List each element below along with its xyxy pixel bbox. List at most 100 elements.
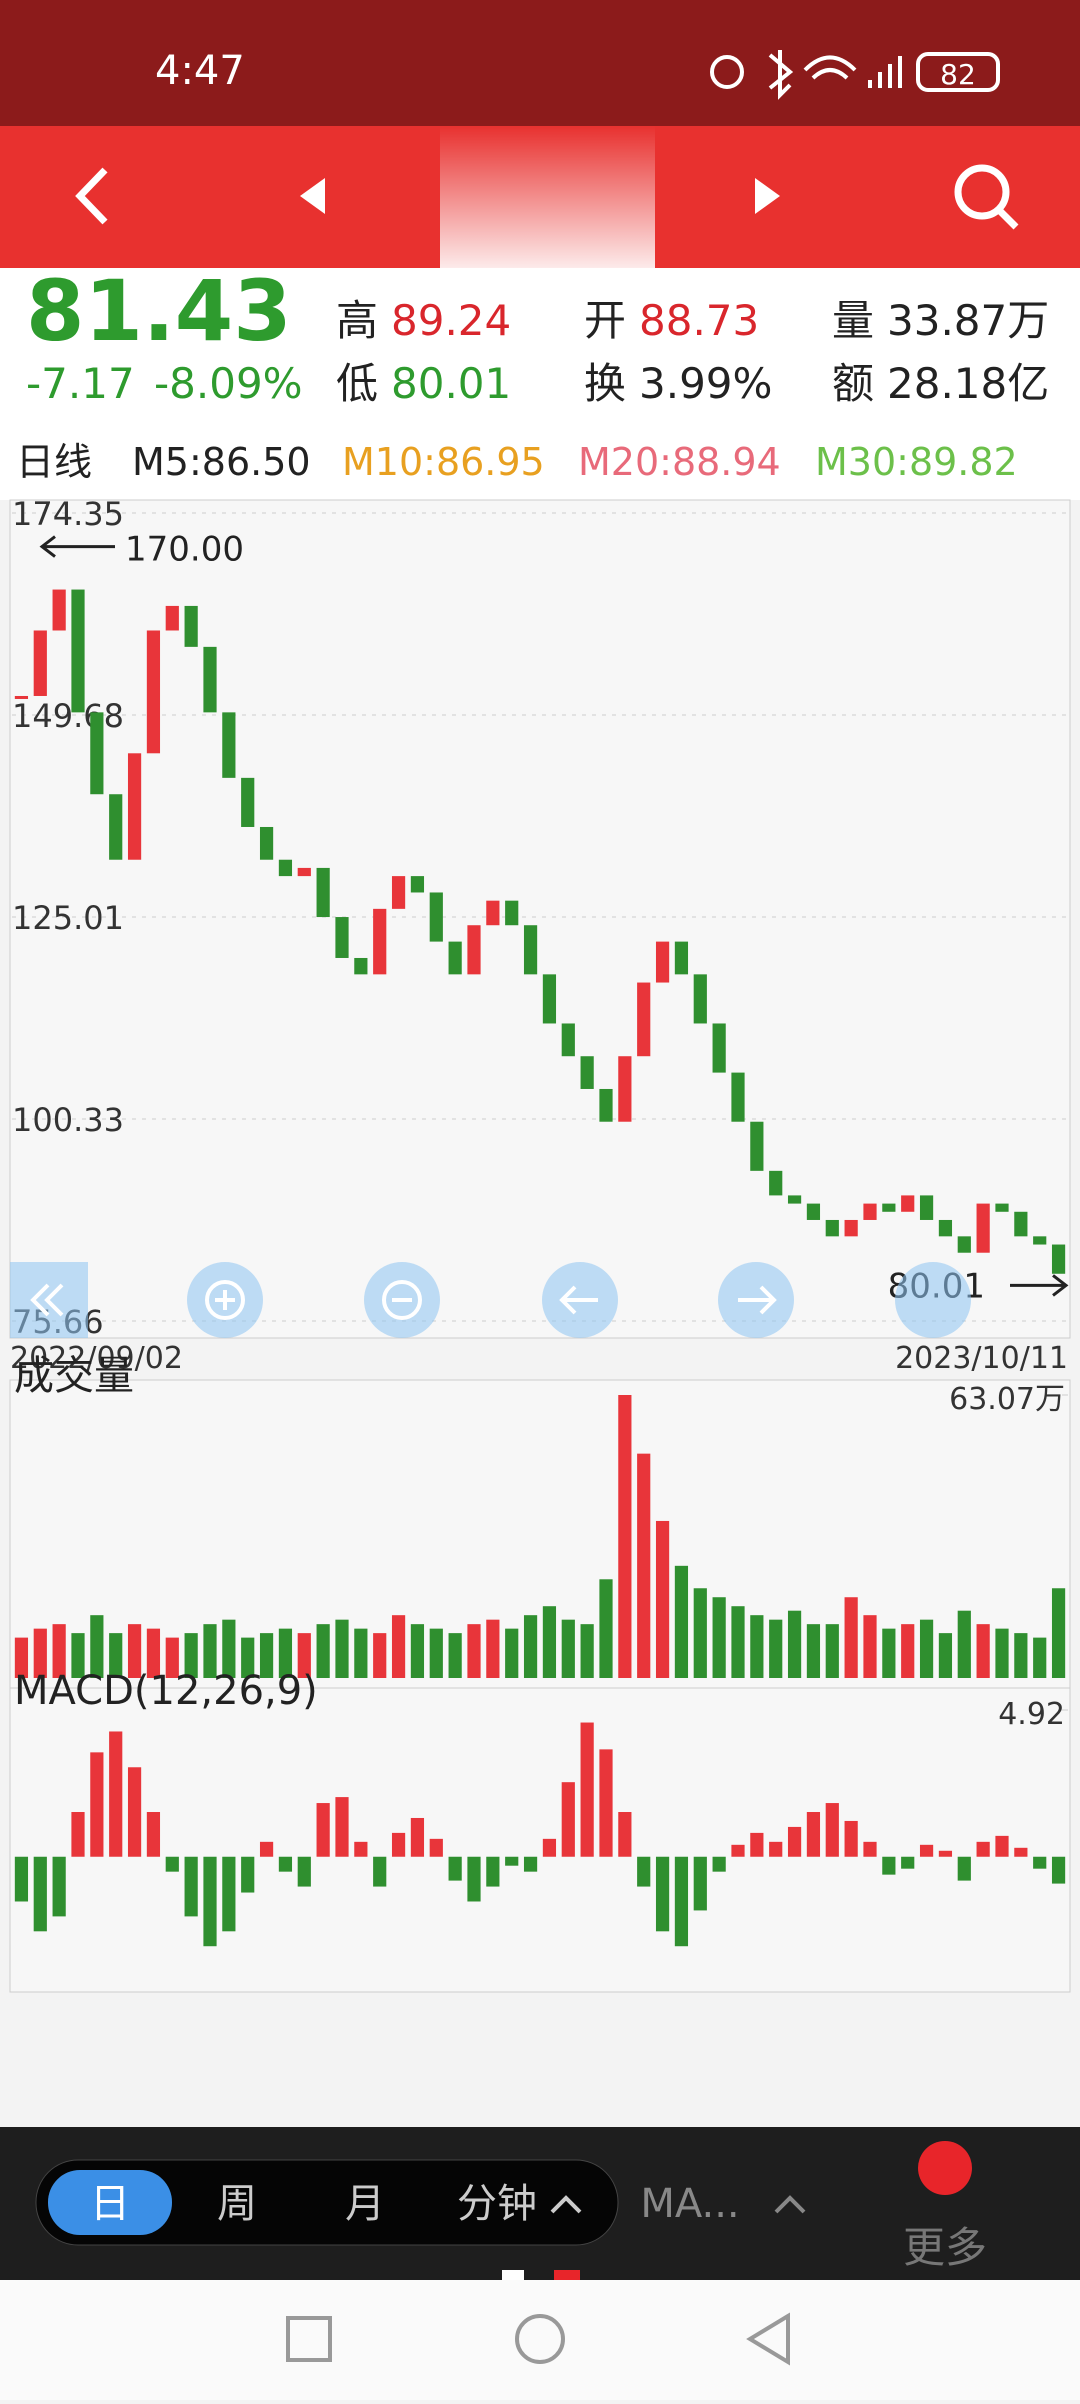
period-tab[interactable]: 周 <box>217 2181 257 2227</box>
volume-bar <box>259 1633 274 1678</box>
candle <box>561 1023 575 1057</box>
macd-bar <box>769 1841 783 1857</box>
macd-bar <box>391 1832 406 1857</box>
candle <box>769 1170 783 1196</box>
candle <box>146 630 161 754</box>
period-tab[interactable]: 分钟 <box>457 2181 537 2227</box>
field-label: 换 <box>584 359 626 408</box>
dropdown-caret <box>550 2195 582 2214</box>
volume-bar <box>1051 1588 1066 1678</box>
search-button[interactable] <box>954 164 1019 230</box>
volume-bar <box>901 1624 915 1678</box>
candle <box>618 1056 632 1122</box>
next-stock[interactable] <box>755 178 780 214</box>
volume-bar <box>467 1624 481 1678</box>
macd-bar <box>354 1841 368 1857</box>
nav-home[interactable] <box>515 2314 565 2364</box>
volume-bar <box>542 1606 557 1678</box>
page-indicator-active <box>554 2270 580 2280</box>
nav-buttons <box>286 2312 790 2366</box>
volume-bar <box>561 1619 575 1678</box>
volume-bar <box>90 1615 104 1678</box>
macd-bar <box>259 1841 274 1857</box>
reset[interactable] <box>895 1262 971 1338</box>
macd-bar <box>90 1752 104 1857</box>
candle <box>863 1203 877 1220</box>
toolbar-icons <box>30 1280 777 1320</box>
macd-bar <box>976 1841 990 1857</box>
candle <box>995 1203 1009 1212</box>
y-tick-label: 4.92 <box>998 1697 1065 1732</box>
macd-bar <box>750 1832 764 1857</box>
candle <box>844 1219 858 1237</box>
volume-bar <box>618 1395 632 1678</box>
macd-bar <box>599 1749 613 1857</box>
macd-bar <box>71 1812 85 1857</box>
macd-bar <box>674 1856 689 1947</box>
macd-bar <box>335 1797 349 1857</box>
candle <box>184 605 198 647</box>
volume-bar <box>373 1633 387 1678</box>
time: 4:47 <box>155 48 245 94</box>
field-value: 88.73 <box>639 296 759 345</box>
macd-bar <box>919 1844 934 1857</box>
macd-bar <box>787 1826 802 1857</box>
volume-bar <box>599 1579 613 1678</box>
candle <box>90 712 104 795</box>
candle <box>410 876 425 893</box>
candle <box>467 925 481 975</box>
more-button[interactable]: 更多 <box>903 2223 987 2272</box>
volume-bar <box>297 1633 311 1678</box>
nav-bar <box>0 2280 1080 2400</box>
status-icons <box>710 50 1000 100</box>
macd-bar <box>278 1856 293 1872</box>
change: -7.17 <box>26 359 135 408</box>
candle <box>674 941 689 975</box>
candle <box>1051 1244 1066 1274</box>
nav-back[interactable] <box>746 2312 790 2366</box>
field-value: 33.87万 <box>887 296 1049 345</box>
volume-bar <box>523 1615 538 1678</box>
ma-legend-item: M10:86.95 <box>342 440 545 484</box>
volume-bar <box>976 1624 990 1678</box>
candle <box>655 941 670 983</box>
back-button[interactable] <box>75 167 108 225</box>
ma-legend-item: 日线 <box>16 440 92 484</box>
period-tab[interactable]: 月 <box>345 2181 385 2227</box>
candle <box>52 589 66 631</box>
ma-legend-item: M20:88.94 <box>578 440 781 484</box>
volume-bar <box>769 1619 783 1678</box>
prev-stock[interactable] <box>300 178 325 214</box>
period-tab[interactable]: MA... <box>640 2181 739 2227</box>
volume-bar <box>391 1615 406 1678</box>
volume-bar <box>52 1624 66 1678</box>
volume-bar <box>882 1628 896 1678</box>
candle <box>127 753 142 860</box>
candle <box>882 1203 896 1212</box>
macd-bar <box>165 1856 179 1872</box>
candle <box>335 917 349 958</box>
candle <box>203 646 217 713</box>
volume-bar <box>693 1588 707 1678</box>
macd-bar <box>806 1812 821 1857</box>
macd-bar <box>52 1856 66 1917</box>
period-tab[interactable]: 日 <box>90 2181 130 2227</box>
y-tick-label: 125.01 <box>12 899 124 937</box>
y-tick-label: 63.07万 <box>949 1382 1065 1417</box>
volume-bar <box>1014 1633 1028 1678</box>
macd-bar <box>241 1856 255 1893</box>
period-active <box>48 2170 172 2235</box>
field-label: 低 <box>336 359 378 408</box>
more-dot <box>918 2141 972 2195</box>
macd-bar <box>486 1856 500 1887</box>
max-arrow <box>39 535 115 558</box>
candle <box>486 900 500 926</box>
volume-bar <box>354 1628 368 1678</box>
candle <box>109 794 123 860</box>
candle <box>523 925 538 975</box>
dropdown-caret <box>774 2195 806 2214</box>
nav-recent[interactable] <box>286 2316 332 2362</box>
ma-legend-item: M5:86.50 <box>132 440 311 484</box>
header-title-fade <box>440 126 655 268</box>
field-label: 额 <box>832 359 874 408</box>
